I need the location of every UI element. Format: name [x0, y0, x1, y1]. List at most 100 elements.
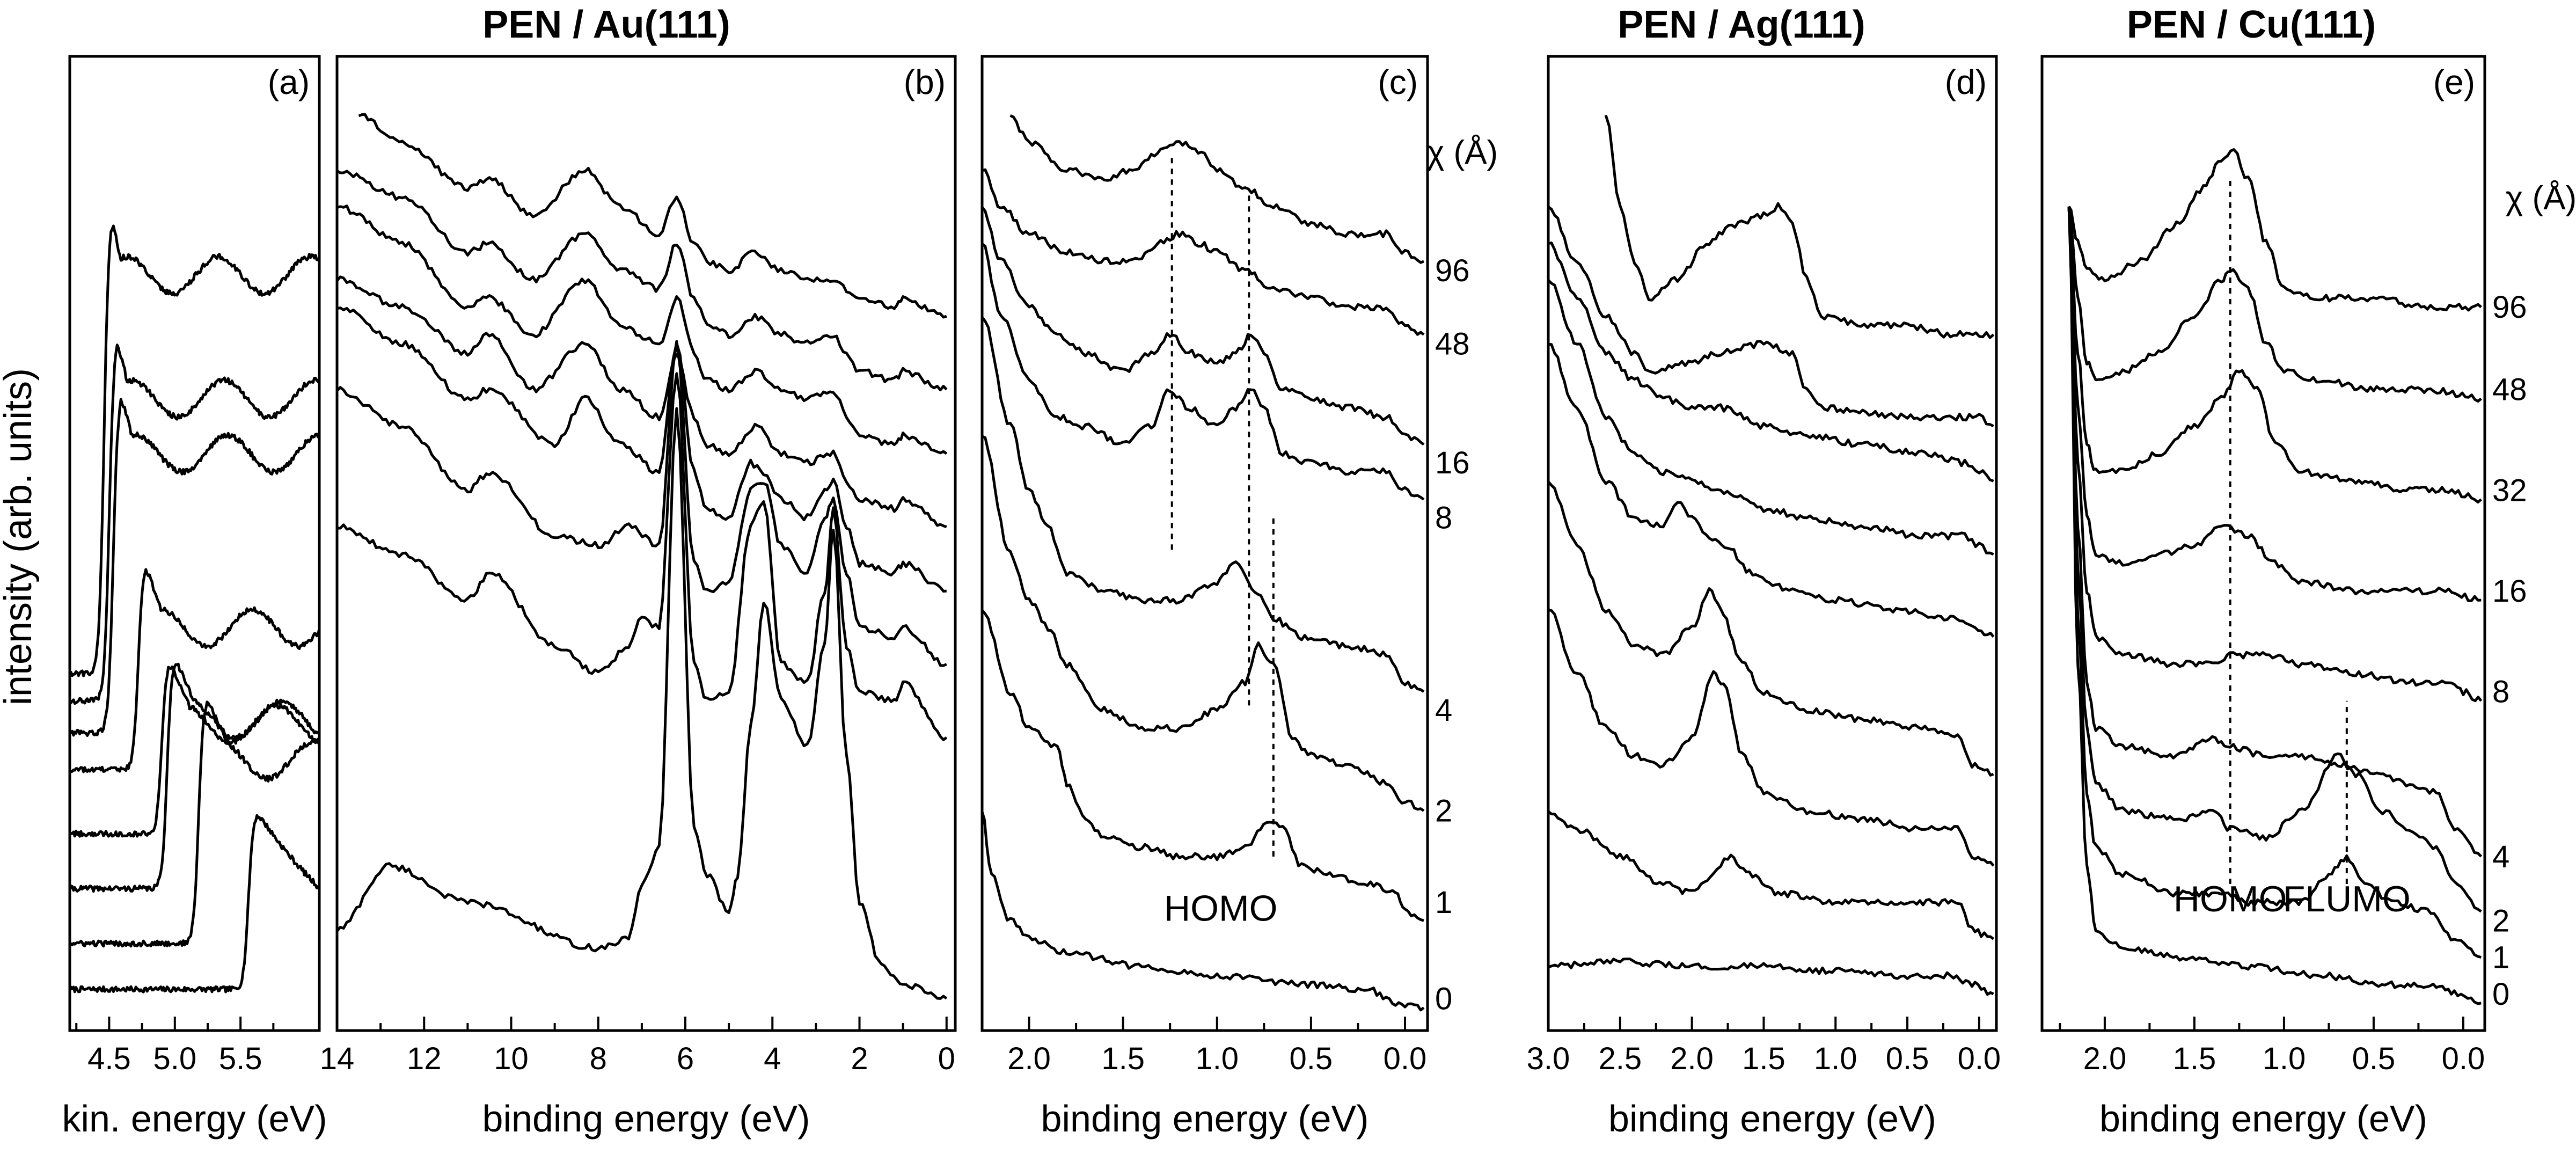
spectrum-line	[70, 814, 319, 994]
spectrum-line	[2067, 206, 2482, 602]
x-tick-label: 5.5	[219, 1041, 262, 1076]
spectrum-line	[1548, 342, 1995, 638]
plot-frame	[335, 55, 957, 1032]
panel-d: (d) 3.0 2.5 2.0 1.5 1.0 0.5 0.0 binding energy (…	[1527, 55, 2001, 1140]
spectrum-line	[337, 306, 947, 593]
title-au111: PEN / Au(111)	[482, 3, 730, 46]
panel-b: (b) 14 12 10 8 6 4 2 0 binding energy (eV)	[320, 55, 957, 1140]
thickness-label: 96	[1435, 253, 1470, 288]
spectrum-line	[2067, 206, 2482, 403]
thickness-label: 1	[1435, 885, 1452, 920]
thickness-label: 4	[1435, 693, 1452, 728]
thickness-label: 8	[2492, 675, 2509, 710]
x-tick-label: 0.5	[1290, 1041, 1333, 1076]
spectrum-line	[358, 113, 947, 319]
spectrum-line	[70, 700, 319, 948]
spectrum-line	[2067, 206, 2482, 913]
peak-annotation: HOMO	[1164, 888, 1278, 929]
x-tick-label: 1.0	[1814, 1041, 1857, 1076]
spectrum-line	[70, 224, 319, 677]
x-tick-label: 12	[407, 1041, 442, 1076]
title-cu111: PEN / Cu(111)	[2127, 3, 2376, 46]
panel-letter: (c)	[1378, 63, 1418, 101]
spectrum-line	[982, 243, 1425, 501]
panel-letter: (e)	[2433, 63, 2475, 101]
x-tick-label: 6	[677, 1041, 694, 1076]
plot-frame	[2040, 55, 2486, 1032]
thickness-label: 16	[2492, 574, 2527, 609]
x-axis-label: binding energy (eV)	[1608, 1098, 1936, 1140]
spectrum-line	[982, 168, 1425, 336]
x-tick-label: 1.5	[1742, 1041, 1785, 1076]
y-axis-label: intensity (arb. units)	[0, 368, 40, 705]
x-axis-label: binding energy (eV)	[2099, 1098, 2427, 1140]
x-tick-label: 1.0	[2263, 1041, 2306, 1076]
spectrum-line	[70, 398, 319, 737]
spectrum-line	[1548, 279, 1994, 556]
series-group	[982, 114, 1425, 1012]
x-axis-label: binding energy (eV)	[482, 1098, 810, 1140]
spectrum-line	[337, 340, 947, 667]
spectrum-line	[2067, 206, 2483, 703]
x-tick-label: 2.0	[1670, 1041, 1714, 1076]
spectrum-line	[2067, 148, 2482, 312]
panel-letter: (a)	[268, 63, 310, 101]
spectrum-line	[982, 811, 1425, 1012]
spectrum-line	[982, 609, 1424, 922]
spectrum-line	[2067, 207, 2482, 959]
plot-frame	[980, 55, 1429, 1032]
thickness-label: 2	[1435, 794, 1452, 829]
thickness-label: 0	[1435, 981, 1452, 1016]
spectrum-line	[982, 435, 1425, 812]
panel-letter: (d)	[1945, 63, 1987, 101]
x-tick-label: 5.0	[153, 1041, 196, 1076]
spectrum-line	[1009, 114, 1424, 264]
x-tick-label: 3.0	[1527, 1041, 1570, 1076]
x-tick-label: 2.5	[1598, 1041, 1642, 1076]
spectrum-line	[1548, 480, 1994, 777]
peak-annotation: HOMO	[2174, 879, 2287, 919]
spectrum-line	[2067, 206, 2483, 858]
thickness-label: 48	[1435, 326, 1470, 361]
x-tick-label: 8	[590, 1041, 607, 1076]
x-tick-label: 1.5	[1101, 1041, 1145, 1076]
panel-letter: (b)	[904, 63, 946, 101]
panel-c: (c) 2.0 1.5 1.0 0.5 0.0 binding energy (eV) HOM…	[980, 55, 1470, 1140]
spectrum-line	[2067, 206, 2482, 504]
panel-a: (a) 4.5 5.0 5.5 kin. energy (eV)	[62, 55, 327, 1140]
thickness-label: 32	[2492, 473, 2527, 508]
spectrum-line	[1548, 958, 1994, 996]
plot-frame	[1547, 55, 1998, 1032]
x-tick-label: 2.0	[1007, 1041, 1051, 1076]
spectrum-line	[982, 206, 1425, 446]
x-tick-label: 2	[851, 1041, 868, 1076]
thickness-label: 96	[2492, 290, 2527, 325]
chi-header-e: χ (Å)	[2506, 180, 2576, 217]
x-tick-label: 0.5	[1886, 1041, 1929, 1076]
spectrum-line	[70, 662, 319, 893]
spectrum-line	[70, 344, 319, 705]
spectrum-line	[337, 275, 947, 528]
spectrum-line	[2067, 207, 2482, 1005]
thickness-label: 8	[1435, 501, 1452, 536]
spectrum-line	[70, 665, 319, 838]
title-ag111: PEN / Ag(111)	[1618, 3, 1865, 46]
x-tick-label: 1.5	[2173, 1041, 2216, 1076]
thickness-label: 48	[2492, 373, 2527, 407]
spectrum-line	[1548, 206, 1994, 428]
spectrum-line	[337, 407, 948, 1000]
x-tick-label: 2.0	[2083, 1041, 2127, 1076]
spectrum-line	[982, 316, 1425, 693]
thickness-label: 1	[2492, 940, 2509, 975]
plot-frame	[68, 55, 321, 1032]
x-axis-label: binding energy (eV)	[1041, 1098, 1369, 1140]
thickness-label: 4	[2492, 839, 2509, 874]
spectrum-line	[337, 204, 948, 455]
x-tick-label: 0	[938, 1041, 955, 1076]
x-tick-label: 0.0	[1958, 1041, 2001, 1076]
panel-e: (e) 2.0 1.5 1.0 0.5 0.0 binding energy (eV) HOM…	[2040, 55, 2527, 1140]
spectrum-line	[1548, 608, 1995, 867]
x-tick-label: 4.5	[87, 1041, 131, 1076]
x-tick-label: 0.5	[2352, 1041, 2396, 1076]
